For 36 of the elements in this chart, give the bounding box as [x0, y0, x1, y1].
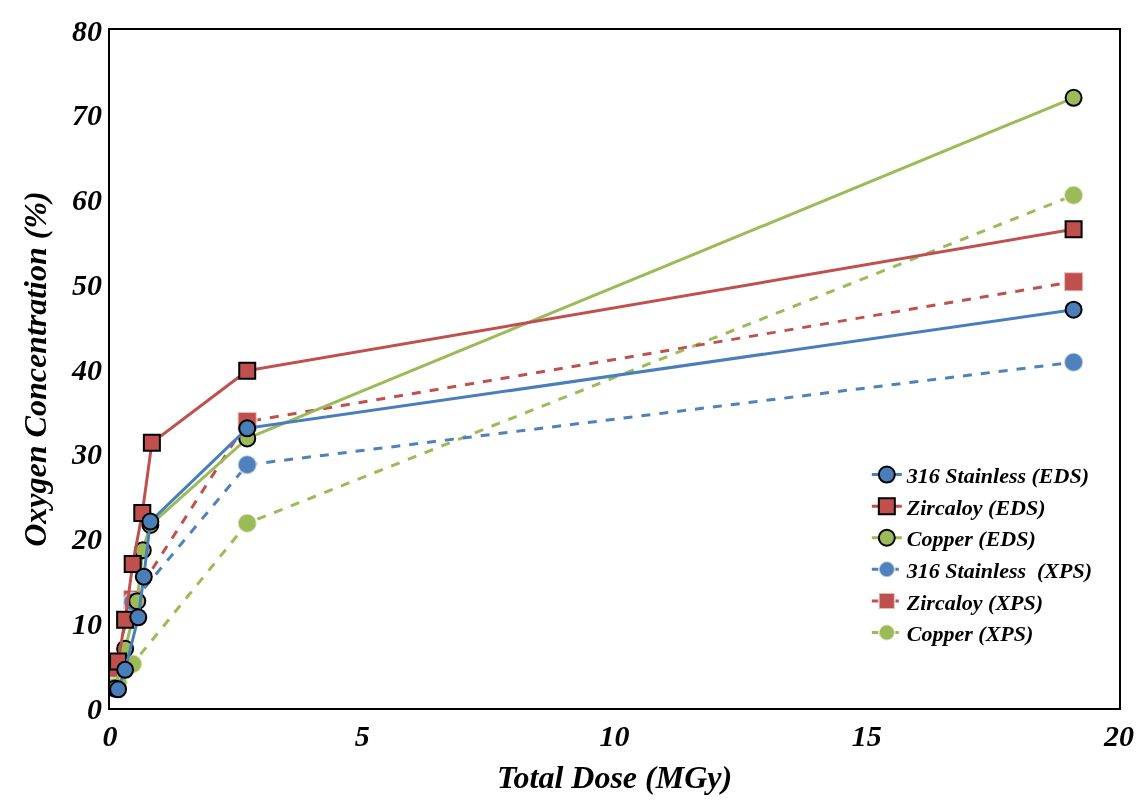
legend-label: 316 Stainless (XPS): [905, 557, 1093, 583]
y-axis-title: Oxygen Concentration (%): [16, 191, 53, 547]
point: [1064, 88, 1083, 107]
point: [238, 361, 257, 380]
y-tick-label: 50: [72, 267, 102, 301]
point: [1064, 300, 1083, 319]
point: [238, 419, 257, 438]
point: [1063, 351, 1085, 373]
y-tick-label: 30: [71, 437, 102, 471]
y-tick-label: 10: [72, 606, 102, 640]
y-tick-label: 80: [72, 13, 102, 47]
x-tick-label: 10: [599, 719, 630, 752]
legend-label: Copper (EDS): [906, 526, 1036, 552]
y-tick-label: 70: [72, 98, 102, 132]
legend-label: Copper (XPS): [906, 621, 1034, 647]
x-tick-label: 20: [1103, 719, 1134, 752]
point: [116, 660, 135, 679]
point: [142, 433, 161, 452]
point: [1064, 220, 1083, 239]
point: [1063, 184, 1085, 206]
legend-label: Zircaloy (XPS): [905, 589, 1044, 615]
point: [236, 454, 258, 476]
y-tick-label: 0: [87, 691, 102, 725]
point: [236, 512, 258, 534]
legend-label: 316 Stainless (EDS): [905, 463, 1089, 489]
y-tick-label: 20: [71, 522, 102, 555]
point: [1063, 271, 1085, 293]
legend-label: Zircaloy (EDS): [905, 494, 1046, 520]
x-tick-label: 5: [354, 719, 370, 752]
point: [129, 608, 148, 627]
point: [134, 567, 153, 586]
y-tick-label: 40: [71, 352, 102, 386]
x-tick-label: 15: [851, 719, 882, 752]
y-tick-label: 60: [72, 183, 102, 216]
point: [123, 554, 142, 573]
x-axis-title: Total Dose (MGy): [496, 759, 733, 796]
